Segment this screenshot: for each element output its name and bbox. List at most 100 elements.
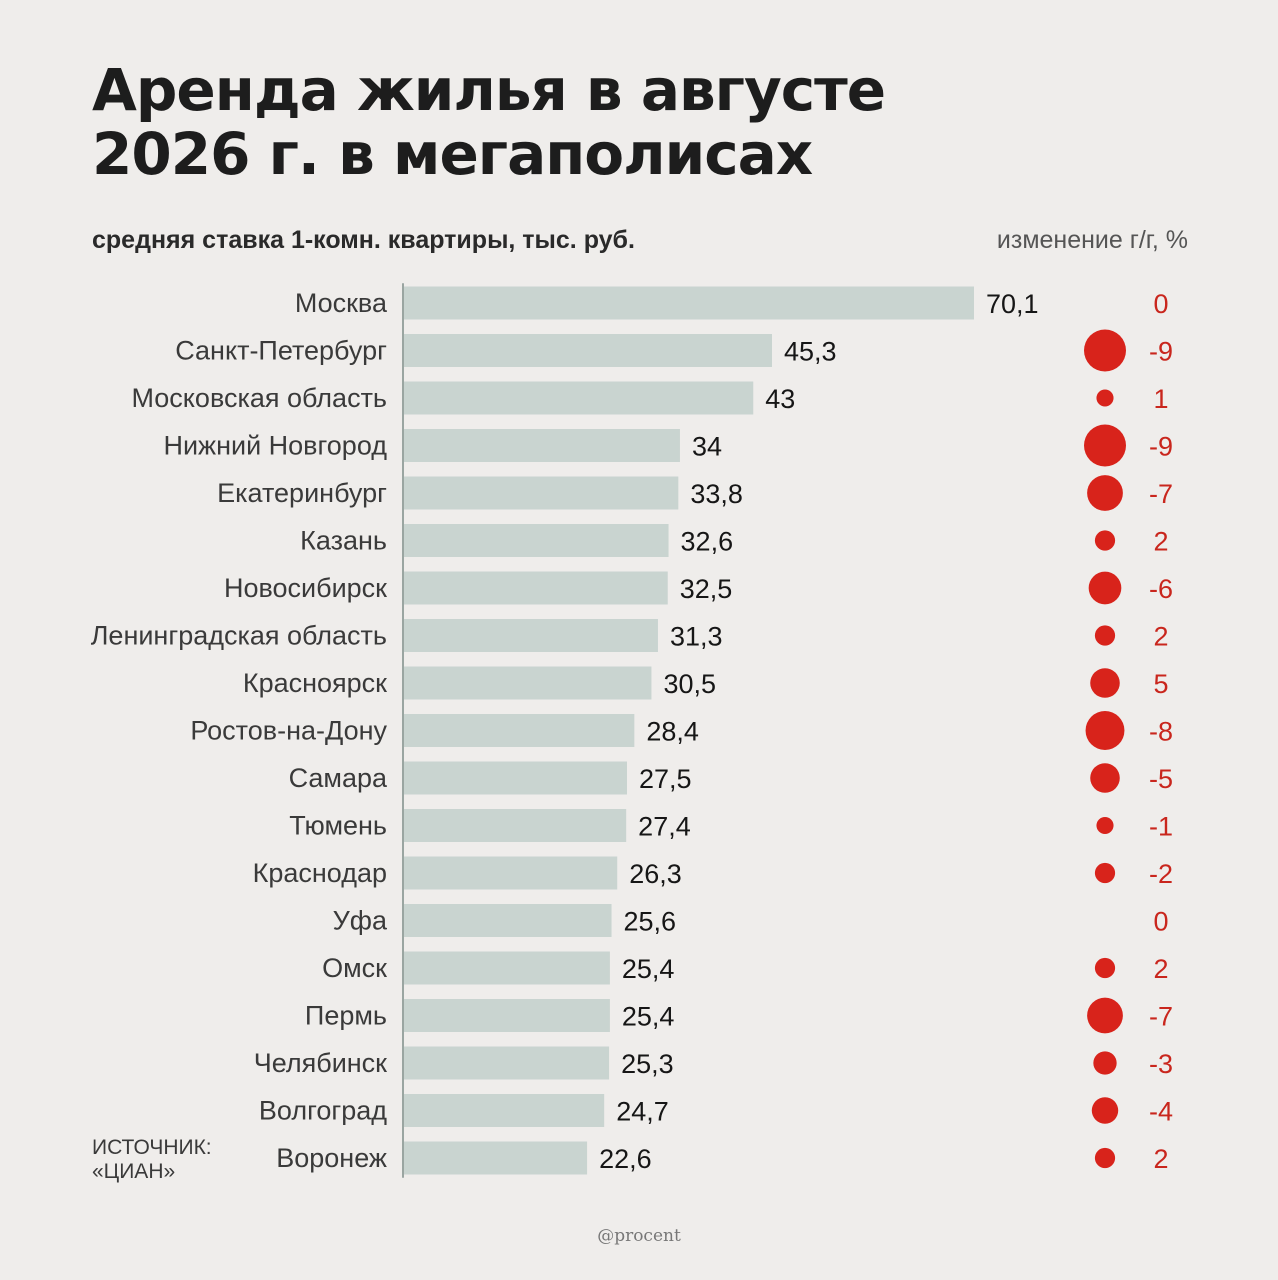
- bar-10: [403, 761, 628, 795]
- category-label: Челябинск: [254, 1048, 387, 1078]
- source-label: ИСТОЧНИК:: [92, 1136, 212, 1159]
- change-dot: [1096, 389, 1114, 407]
- category-label: Воронеж: [276, 1143, 387, 1173]
- change-dot: [1090, 668, 1120, 698]
- category-label: Санкт-Петербург: [175, 336, 387, 366]
- change-label: 2: [1153, 622, 1168, 652]
- change-label: 0: [1153, 289, 1168, 319]
- title-line-2: 2026 г. в мегаполисах: [92, 120, 813, 188]
- credit-handle: @procent: [597, 1226, 681, 1246]
- bar-1: [403, 334, 772, 367]
- bar-0: [403, 286, 974, 320]
- bar-12: [403, 856, 618, 890]
- change-dot: [1094, 625, 1116, 646]
- value-label: 31,3: [670, 622, 723, 652]
- change-label: 2: [1153, 954, 1168, 984]
- category-label: Московская область: [132, 383, 388, 413]
- bar-5: [403, 524, 669, 557]
- change-column-header: изменение г/г, %: [996, 226, 1188, 254]
- change-label: -6: [1149, 574, 1173, 604]
- change-dot: [1090, 763, 1120, 793]
- bar-8: [403, 666, 652, 700]
- value-label: 33,8: [690, 479, 743, 509]
- category-label: Новосибирск: [224, 573, 387, 603]
- bar-14: [403, 951, 610, 985]
- bar-18: [403, 1141, 588, 1175]
- chart-title: Аренда жилья в августе 2026 г. в мегапол…: [92, 58, 1192, 186]
- bar-11: [403, 809, 627, 842]
- bar-2: [403, 381, 754, 415]
- change-dot: [1094, 862, 1116, 884]
- category-label: Казань: [300, 526, 387, 556]
- category-label: Краснодар: [253, 858, 387, 888]
- change-dot: [1087, 997, 1123, 1034]
- value-label: 32,6: [681, 527, 734, 557]
- title-line-1: Аренда жилья в августе: [92, 56, 886, 124]
- value-label: 22,6: [599, 1144, 652, 1174]
- category-label: Ленинградская область: [91, 621, 387, 651]
- category-label: Ростов-на-Дону: [190, 716, 387, 746]
- change-label: -3: [1149, 1049, 1173, 1079]
- change-label: -1: [1149, 812, 1173, 842]
- value-label: 25,4: [622, 1002, 675, 1032]
- category-label: Пермь: [305, 1001, 387, 1031]
- category-label: Москва: [295, 288, 388, 318]
- value-label: 70,1: [986, 289, 1039, 319]
- bar-16: [403, 1046, 610, 1080]
- value-label: 30,5: [663, 669, 716, 699]
- value-label: 28,4: [646, 717, 699, 747]
- change-label: -2: [1149, 859, 1173, 889]
- change-dot: [1096, 816, 1114, 835]
- value-label: 45,3: [784, 337, 837, 367]
- change-label: -5: [1149, 764, 1173, 794]
- source-name: «ЦИАН»: [92, 1160, 176, 1183]
- bar-17: [403, 1094, 605, 1127]
- change-label: -9: [1149, 337, 1173, 367]
- change-dot: [1085, 711, 1125, 750]
- source-note: ИСТОЧНИК: «ЦИАН»: [92, 1136, 212, 1184]
- change-dot: [1087, 475, 1123, 511]
- category-label: Уфа: [333, 906, 388, 936]
- change-dot: [1094, 957, 1116, 979]
- value-label: 27,4: [638, 812, 691, 842]
- value-label: 25,6: [624, 907, 677, 937]
- value-label: 43: [765, 384, 795, 414]
- category-label: Волгоград: [259, 1096, 387, 1126]
- value-label: 34: [692, 432, 722, 462]
- change-dot: [1084, 329, 1126, 372]
- change-dot: [1088, 571, 1122, 605]
- bar-9: [403, 714, 635, 747]
- value-label: 32,5: [680, 574, 733, 604]
- bar-15: [403, 999, 610, 1032]
- change-label: -7: [1149, 1002, 1173, 1032]
- category-label: Омск: [322, 953, 387, 983]
- change-dot: [1084, 424, 1126, 467]
- value-label: 27,5: [639, 764, 692, 794]
- change-label: 5: [1153, 669, 1168, 699]
- chart-subtitle: средняя ставка 1-комн. квартиры, тыс. ру…: [92, 226, 635, 254]
- value-label: 26,3: [629, 859, 682, 889]
- bar-13: [403, 904, 612, 937]
- category-label: Красноярск: [243, 668, 387, 698]
- change-dot: [1094, 530, 1116, 551]
- change-label: -8: [1149, 717, 1173, 747]
- category-label: Нижний Новгород: [163, 431, 387, 461]
- change-dot: [1091, 1097, 1119, 1124]
- change-label: 0: [1153, 907, 1168, 937]
- change-label: 2: [1153, 527, 1168, 557]
- bar-4: [403, 476, 679, 510]
- change-label: -4: [1149, 1097, 1173, 1127]
- change-label: 1: [1153, 384, 1168, 414]
- change-label: 2: [1153, 1144, 1168, 1174]
- value-label: 25,3: [621, 1049, 674, 1079]
- value-label: 24,7: [616, 1097, 669, 1127]
- change-dot: [1094, 1147, 1116, 1169]
- change-label: -9: [1149, 432, 1173, 462]
- category-label: Самара: [289, 763, 388, 793]
- change-dot: [1093, 1051, 1117, 1075]
- change-label: -7: [1149, 479, 1173, 509]
- bar-6: [403, 571, 668, 605]
- value-label: 25,4: [622, 954, 675, 984]
- bar-3: [403, 429, 680, 462]
